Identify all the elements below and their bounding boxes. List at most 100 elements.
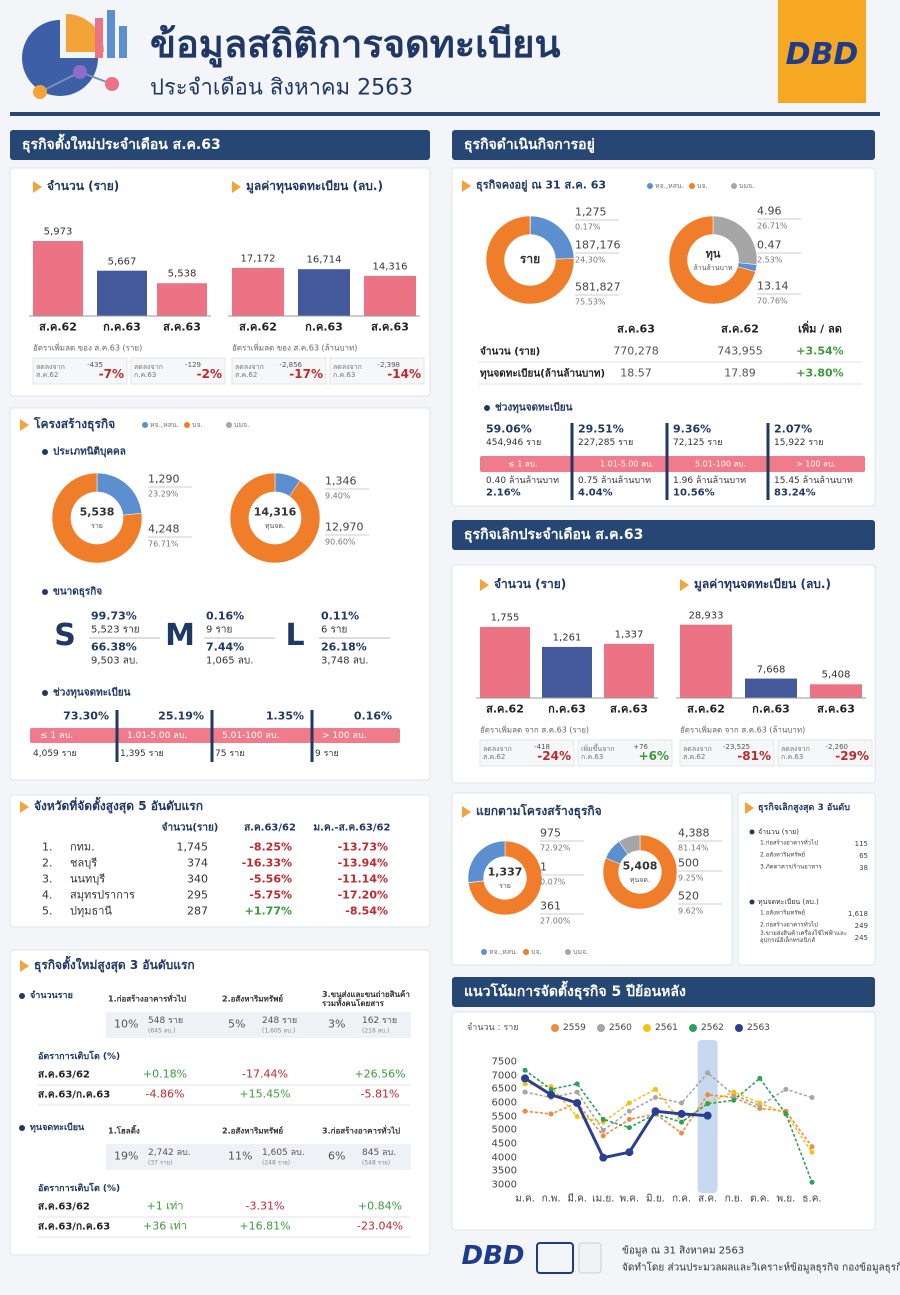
note-label: ลดลงจาก ส.ค.62 [235, 362, 264, 379]
bullet [42, 690, 48, 696]
title-icon [20, 419, 29, 431]
series-line [524, 1077, 708, 1160]
point-marker [705, 1101, 711, 1107]
column-header: ส.ค.63 [617, 322, 655, 336]
note-change: +76 [633, 742, 648, 751]
center-label: 14,316 [253, 505, 297, 519]
legend-label: บจ. [531, 947, 542, 956]
group-title: จำนวนราย [30, 990, 73, 1001]
row-label: ทุนจดทะเบียน(ล้านล้านบาท) [480, 368, 606, 380]
subsection-title: จังหวัดที่จัดตั้งสูงสุด 5 อันดับแรก [34, 799, 203, 814]
title-icon [480, 579, 489, 591]
side-title: ธุรกิจเลิกสูงสุด 3 อันดับ [758, 802, 850, 813]
point-marker [574, 1081, 580, 1087]
percent-label: 81.14% [678, 843, 709, 853]
center-sub: ราย [91, 521, 103, 530]
legend-swatch [689, 183, 695, 189]
chip-icon [578, 1242, 602, 1274]
growth-value: -3.31% [245, 1199, 285, 1213]
value-label: 5,408 [821, 669, 851, 681]
bullet [484, 405, 490, 411]
group-title: จำนวน (ราย) [758, 827, 800, 836]
center-label: 5,538 [79, 505, 115, 519]
point-marker [705, 1092, 711, 1098]
bullet [19, 1125, 25, 1131]
panel [9, 167, 431, 397]
bullet [42, 449, 48, 455]
bar [157, 283, 207, 316]
x-tick-label: ก.ย. [724, 1193, 743, 1205]
capital-pct: 66.38% [91, 640, 137, 654]
note-change: -129 [185, 360, 201, 369]
value-label: 0.47 [757, 238, 782, 252]
note-box [777, 739, 873, 767]
range-pct: 0.16% [353, 709, 392, 723]
item-name: 2.อสังหาริมทรัพย์ [222, 1126, 284, 1136]
bullet [42, 589, 48, 595]
percent-label: 76.71% [148, 539, 179, 549]
donut-segment [51, 472, 143, 564]
note-label: ลดลงจาก ส.ค.62 [483, 744, 512, 761]
section-bar [452, 977, 875, 1007]
percent-label: 70.76% [757, 296, 788, 306]
value-label: 16,714 [306, 254, 342, 266]
item-name: 2.ก่อสร้างอาคารทั่วไป [760, 921, 818, 929]
x-tick-label: ส.ค.63 [610, 702, 648, 716]
cell: -13.73% [337, 840, 388, 854]
legend-label: หจ.,หสน. [655, 181, 685, 190]
value-label: 12,970 [325, 520, 364, 534]
cell: 374 [187, 856, 208, 870]
legend-swatch [523, 949, 529, 955]
percent-label: 0.17% [575, 222, 601, 232]
cell: +3.80% [796, 366, 844, 380]
point-marker [626, 1125, 632, 1131]
share: 19% [114, 1149, 139, 1163]
legend-swatch [647, 183, 653, 189]
growth-value: -4.86% [145, 1087, 185, 1101]
panel [737, 792, 876, 966]
column-header: ส.ค.62 [721, 322, 759, 336]
item-value: 248 ราย [262, 1015, 298, 1026]
legend-swatch [643, 1024, 651, 1032]
bullet [749, 899, 755, 905]
title-icon [745, 802, 754, 814]
cell: +3.54% [796, 344, 844, 358]
cell: 287 [187, 904, 208, 918]
panel [451, 564, 876, 784]
growth-value: +26.56% [354, 1067, 406, 1081]
footer-logo: DBD [461, 1241, 525, 1272]
legend-swatch [597, 1024, 605, 1032]
group-title: ทุนจดทะเบียน (ลบ.) [758, 897, 819, 906]
note-percent: -7% [98, 367, 124, 382]
point-marker [652, 1086, 658, 1092]
y-tick-label: 5500 [491, 1110, 517, 1122]
subsection-title: แยกตามโครงสร้างธุรกิจ [476, 804, 602, 819]
bar [33, 241, 83, 316]
item-name: 3.ก่อสร้างอาคารทั่วไป [322, 1126, 401, 1136]
note-box [679, 739, 775, 767]
percent-label: 90.60% [325, 537, 356, 547]
point-marker [731, 1089, 737, 1095]
count-pct: 99.73% [91, 609, 137, 623]
chip-icon [536, 1242, 574, 1274]
range-label: 1.01-5.00 ลบ. [127, 730, 188, 741]
note-change: -418 [534, 742, 550, 751]
subsection-title: มูลค่าทุนจดทะเบียน (ลบ.) [694, 577, 831, 592]
title-icon [462, 180, 471, 192]
value-label: 1,346 [325, 474, 357, 488]
center-label: 1,337 [487, 865, 523, 879]
range-bar [30, 728, 400, 743]
size-letter: L [285, 617, 305, 653]
point-marker [677, 1109, 686, 1118]
note-change: -435 [87, 360, 103, 369]
group-title: ช่วงทุนจดทะเบียน [495, 402, 573, 414]
range-capital: 1.96 ล้านล้านบาท [673, 475, 747, 486]
bullet [749, 829, 755, 835]
legend-label: 2562 [701, 1022, 724, 1033]
value-label: 1,275 [575, 205, 607, 219]
province: นนทบุรี [70, 872, 106, 886]
point-marker [705, 1070, 711, 1076]
x-tick-label: ส.ค. [698, 1193, 718, 1205]
range-capital-pct: 2.16% [486, 487, 521, 499]
point-marker [651, 1107, 660, 1116]
